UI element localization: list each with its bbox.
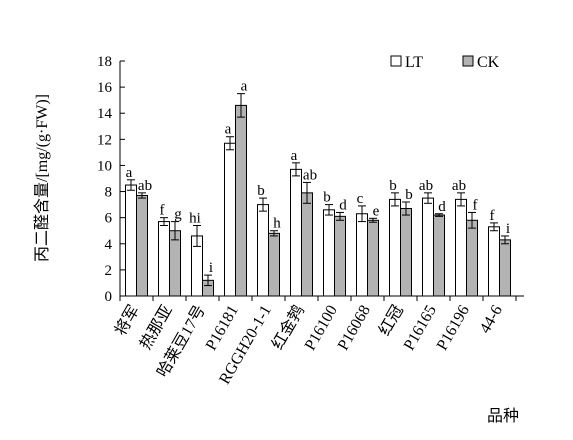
y-tick-label: 18	[97, 54, 112, 70]
axes-layer	[119, 60, 524, 301]
bar-ck	[433, 214, 445, 297]
bar-lt	[125, 184, 137, 297]
significance-label: f	[473, 197, 478, 213]
y-tick-label: 4	[105, 237, 113, 253]
bar-lt	[158, 221, 170, 297]
y-tick-label: 0	[105, 289, 113, 305]
significance-label: b	[323, 190, 331, 206]
significance-label: ab	[419, 178, 433, 194]
significance-label: a	[241, 79, 248, 95]
bar-ck	[400, 208, 412, 297]
x-tick-label: 将军	[111, 302, 143, 339]
significance-label: i	[209, 260, 213, 276]
significance-label: f	[160, 203, 165, 219]
bar-lt	[455, 198, 467, 297]
significance-label: c	[357, 191, 364, 207]
x-tick-label: 44-6	[477, 303, 506, 337]
bar-ck	[301, 192, 313, 297]
legend-label-lt: LT	[405, 54, 423, 71]
significance-label: h	[273, 216, 281, 232]
legend: LT CK	[390, 54, 500, 71]
bar-lt	[488, 226, 500, 297]
significance-label: ab	[138, 178, 152, 194]
x-tick-label: P16196	[434, 303, 473, 354]
y-tick-label: 16	[97, 80, 113, 96]
y-axis-title: 丙二醛含量/[mg/(g·FW)]	[33, 94, 51, 262]
x-tick-label: 红冠	[375, 302, 407, 339]
significance-label: d	[339, 197, 347, 213]
bar-ck	[235, 104, 247, 297]
significance-label: b	[405, 187, 413, 203]
significance-label: a	[225, 122, 232, 138]
y-tick-label: 14	[97, 106, 113, 122]
significance-label: b	[389, 178, 397, 194]
significance-label: a	[291, 148, 298, 164]
bar-lt	[389, 198, 401, 297]
bar-lt	[356, 213, 368, 297]
significance-label: b	[257, 183, 265, 199]
bar-ck	[466, 219, 478, 297]
legend-label-ck: CK	[477, 54, 500, 71]
y-tick-label: 10	[97, 158, 112, 174]
bar-ck	[268, 232, 280, 297]
bar-lt	[323, 209, 335, 297]
significance-label: d	[438, 199, 446, 215]
significance-label: ab	[303, 167, 317, 183]
legend-swatch-lt	[390, 55, 402, 67]
bar-lt	[422, 197, 434, 297]
bar-ck	[367, 219, 379, 297]
significance-label: f	[490, 208, 495, 224]
bar-ck	[169, 230, 181, 297]
significance-label: hi	[189, 211, 201, 227]
x-tick-label: P16068	[335, 303, 374, 354]
legend-swatch-ck	[462, 55, 474, 67]
bar-ck	[334, 215, 346, 297]
y-tick-label: 12	[97, 132, 112, 148]
x-axis-title: 品种	[487, 407, 519, 425]
significance-label: ab	[452, 178, 466, 194]
bar-ck	[136, 194, 148, 297]
bars-layer	[125, 93, 511, 297]
bar-lt	[224, 142, 236, 297]
bar-lt	[257, 204, 269, 297]
significance-label: a	[126, 165, 133, 181]
significance-label: e	[373, 203, 380, 219]
significance-label: g	[174, 207, 182, 223]
y-tick-label: 2	[105, 263, 113, 279]
y-tick-label: 6	[105, 211, 113, 227]
bar-ck	[499, 239, 511, 297]
y-tick-label: 8	[105, 185, 113, 201]
significance-label: i	[506, 221, 510, 237]
bar-lt	[290, 168, 302, 297]
